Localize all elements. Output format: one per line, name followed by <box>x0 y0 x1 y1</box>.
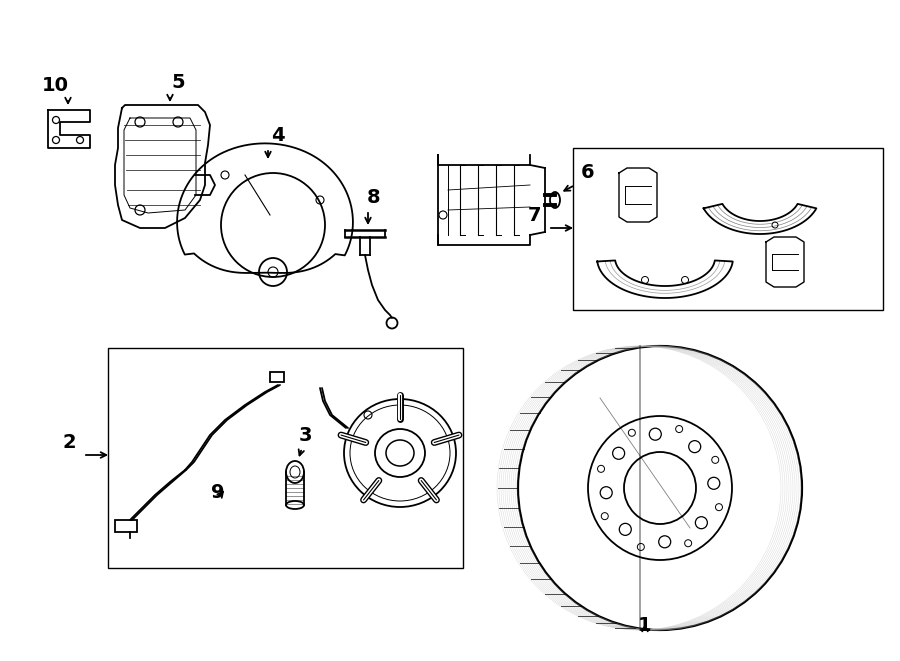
Bar <box>115 520 137 532</box>
Text: 7: 7 <box>527 206 541 225</box>
Text: 9: 9 <box>212 483 225 502</box>
Text: 10: 10 <box>41 76 68 95</box>
Text: 5: 5 <box>171 73 184 92</box>
Text: 8: 8 <box>367 188 381 207</box>
Bar <box>108 348 463 568</box>
Text: 6: 6 <box>581 163 595 182</box>
Bar <box>270 372 284 382</box>
Text: 2: 2 <box>62 433 76 452</box>
Text: 3: 3 <box>298 426 311 445</box>
Text: 4: 4 <box>271 126 284 145</box>
Bar <box>573 148 883 310</box>
Text: 1: 1 <box>638 616 652 635</box>
